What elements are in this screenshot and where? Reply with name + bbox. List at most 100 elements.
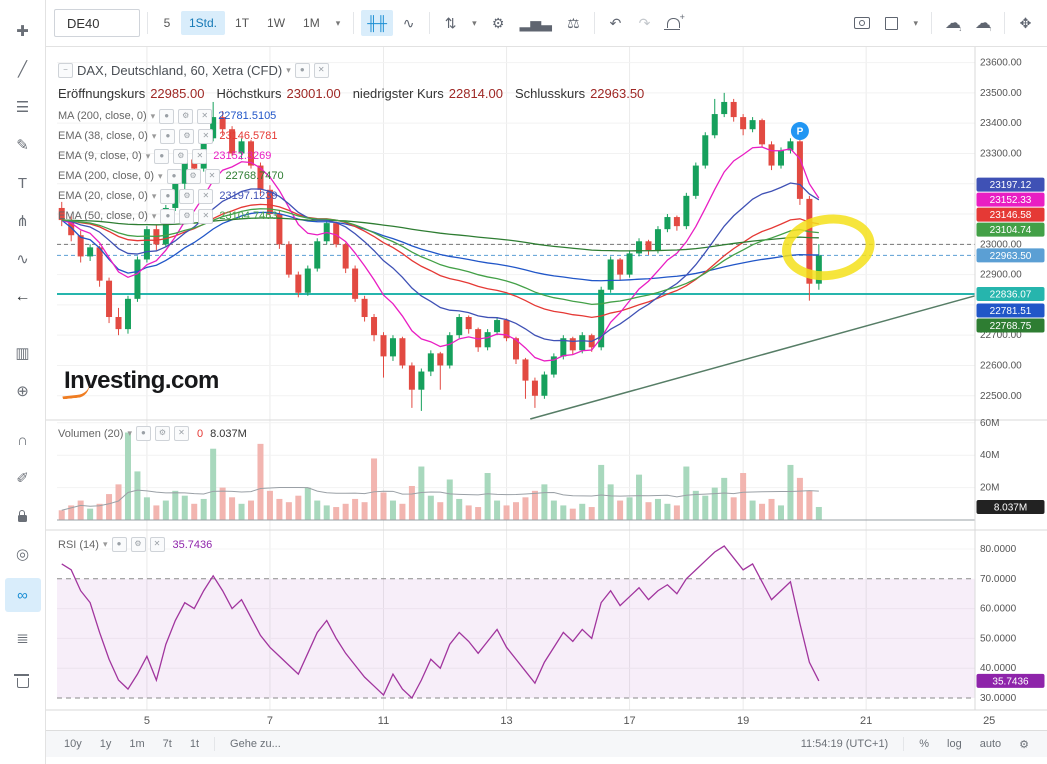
range-1m-button[interactable]: 1m bbox=[121, 734, 152, 754]
volume-legend: Volumen (20) ▾ ● ⚙ ✕ 0 8.037M bbox=[58, 426, 247, 441]
indicator-caret-icon[interactable]: ▾ bbox=[151, 130, 157, 141]
range-1y-button[interactable]: 1y bbox=[92, 734, 120, 754]
title-caret-icon[interactable]: ▾ bbox=[286, 64, 291, 75]
collapse-icon[interactable]: − bbox=[58, 62, 73, 78]
indicator-settings-icon[interactable]: ⚙ bbox=[179, 128, 195, 144]
indicator-caret-icon[interactable]: ▾ bbox=[145, 150, 151, 161]
link-icon[interactable]: ∞ bbox=[4, 578, 41, 612]
title-close-icon[interactable]: ✕ bbox=[313, 62, 329, 78]
indicator-visibility-icon[interactable]: ● bbox=[160, 188, 176, 204]
svg-text:23000.00: 23000.00 bbox=[980, 239, 1022, 250]
main-legend: − DAX, Deutschland, 60, Xetra (CFD) ▾ ● … bbox=[58, 61, 651, 226]
candlestick-chart-type-icon[interactable]: ╫╫ bbox=[361, 10, 394, 36]
line-chart-type-icon[interactable]: ∿ bbox=[395, 10, 422, 36]
wave-glyph: ∿ bbox=[16, 251, 29, 268]
brush-icon[interactable]: ✎ bbox=[5, 128, 41, 162]
indicator-close-icon[interactable]: ✕ bbox=[198, 188, 214, 204]
indicator-settings-icon[interactable]: ⚙ bbox=[173, 148, 189, 164]
trash-icon[interactable] bbox=[5, 664, 41, 698]
volume-close-icon[interactable]: ✕ bbox=[173, 426, 189, 441]
interval-button-1t[interactable]: 1T bbox=[227, 11, 257, 35]
indicator-caret-icon[interactable]: ▾ bbox=[151, 210, 157, 221]
auto-scale-button[interactable]: auto bbox=[972, 734, 1009, 754]
svg-text:5: 5 bbox=[144, 715, 150, 727]
title-visibility-icon[interactable]: ● bbox=[294, 62, 310, 78]
indicator-settings-icon[interactable]: ⚙ bbox=[179, 188, 195, 204]
layers-icon[interactable]: ≣ bbox=[5, 621, 41, 655]
rsi-caret-icon[interactable]: ▾ bbox=[102, 539, 108, 549]
indicator-close-icon[interactable]: ✕ bbox=[192, 148, 208, 164]
lock-icon[interactable] bbox=[5, 499, 41, 533]
volume-visibility-icon[interactable]: ● bbox=[135, 426, 151, 441]
cloud-glyph: ☁ bbox=[945, 15, 961, 32]
indicator-close-icon[interactable]: ✕ bbox=[197, 108, 213, 124]
log-scale-button[interactable]: log bbox=[939, 734, 970, 754]
fib-retracement-icon[interactable]: ☰ bbox=[5, 90, 41, 124]
yellow-highlight-circle bbox=[782, 214, 875, 281]
indicator-close-icon[interactable]: ✕ bbox=[198, 208, 214, 224]
text-glyph: T bbox=[17, 174, 28, 192]
indicator-visibility-icon[interactable]: ● bbox=[160, 208, 176, 224]
goto-button[interactable]: Gehe zu... bbox=[222, 734, 289, 754]
indicator-value: 22768.7470 bbox=[225, 170, 284, 182]
crosshair-icon[interactable]: ✚ bbox=[5, 14, 41, 48]
svg-text:22781.51: 22781.51 bbox=[990, 306, 1032, 317]
indicators-icon[interactable]: ▂▅▃ bbox=[514, 10, 558, 36]
indicator-caret-icon[interactable]: ▾ bbox=[158, 170, 163, 181]
scales-icon[interactable]: ⚖ bbox=[560, 10, 587, 36]
zoom-in-icon[interactable]: ⊕ bbox=[5, 374, 41, 408]
range-10y-button[interactable]: 10y bbox=[56, 734, 90, 754]
upload-arrow-glyph: ↑ bbox=[988, 26, 993, 33]
magnet-icon[interactable]: ∩ bbox=[5, 423, 41, 457]
interval-button-1m[interactable]: 1M bbox=[295, 11, 328, 35]
undo-icon[interactable]: ↶ bbox=[602, 10, 629, 36]
indicator-settings-icon[interactable]: ⚙ bbox=[179, 208, 195, 224]
range-1t-button[interactable]: 1t bbox=[182, 734, 207, 754]
compare-icon[interactable]: ⇅ bbox=[437, 10, 464, 36]
indicator-settings-icon[interactable]: ⚙ bbox=[178, 108, 194, 124]
fullscreen-icon[interactable]: ✥ bbox=[1012, 10, 1039, 36]
indicator-visibility-icon[interactable]: ● bbox=[160, 128, 176, 144]
interval-dropdown-icon[interactable]: ▾ bbox=[330, 10, 347, 36]
interval-button-5min[interactable]: 5 bbox=[155, 11, 179, 35]
interval-button-1std[interactable]: 1Std. bbox=[181, 11, 226, 35]
interval-button-1w[interactable]: 1W bbox=[259, 11, 293, 35]
rsi-settings-icon[interactable]: ⚙ bbox=[130, 537, 146, 552]
overlay-ema-20 bbox=[61, 182, 820, 343]
indicator-close-icon[interactable]: ✕ bbox=[198, 128, 214, 144]
indicator-visibility-icon[interactable]: ● bbox=[154, 148, 170, 164]
svg-text:70.0000: 70.0000 bbox=[980, 574, 1017, 585]
rsi-visibility-icon[interactable]: ● bbox=[111, 537, 127, 552]
arrow-back-icon[interactable]: ← bbox=[5, 280, 41, 314]
indicator-caret-icon[interactable]: ▾ bbox=[151, 190, 157, 201]
cloud-download-icon[interactable]: ☁ ↓ bbox=[939, 10, 967, 36]
compare-dropdown-icon[interactable]: ▾ bbox=[466, 10, 483, 36]
wave-pattern-icon[interactable]: ∿ bbox=[5, 242, 41, 276]
svg-text:23146.58: 23146.58 bbox=[990, 210, 1032, 221]
draw-pencil-icon[interactable]: ✐ bbox=[5, 461, 41, 495]
redo-icon[interactable]: ↷ bbox=[631, 10, 658, 36]
text-tool-icon[interactable]: T bbox=[5, 166, 41, 200]
indicator-settings-icon[interactable]: ⚙ bbox=[185, 168, 201, 184]
rsi-close-icon[interactable]: ✕ bbox=[149, 537, 165, 552]
eye-icon[interactable]: ◎ bbox=[5, 537, 41, 571]
shape-tool-dropdown-icon[interactable]: ▾ bbox=[907, 10, 924, 36]
range-7t-button[interactable]: 7t bbox=[155, 734, 180, 754]
symbol-input[interactable]: DE40 bbox=[54, 9, 140, 37]
pitchfork-icon[interactable]: ⋔ bbox=[5, 204, 41, 238]
volume-settings-icon[interactable]: ⚙ bbox=[154, 426, 170, 441]
gear-icon[interactable]: ⚙ bbox=[485, 10, 512, 36]
camera-icon[interactable] bbox=[848, 10, 876, 36]
axis-settings-gear-icon[interactable]: ⚙ bbox=[1011, 734, 1037, 754]
bar-pattern-icon[interactable]: ▥ bbox=[5, 336, 41, 370]
percent-scale-button[interactable]: % bbox=[911, 734, 937, 754]
volume-caret-icon[interactable]: ▾ bbox=[127, 428, 132, 438]
indicator-caret-icon[interactable]: ▾ bbox=[150, 110, 156, 121]
trendline-icon[interactable]: ╱ bbox=[5, 52, 41, 86]
cloud-upload-icon[interactable]: ☁ ↑ bbox=[969, 10, 997, 36]
indicator-visibility-icon[interactable]: ● bbox=[159, 108, 175, 124]
alert-bell-icon[interactable]: + bbox=[660, 10, 687, 36]
indicator-visibility-icon[interactable]: ● bbox=[166, 168, 182, 184]
shape-tool-icon[interactable] bbox=[878, 10, 905, 36]
indicator-close-icon[interactable]: ✕ bbox=[204, 168, 220, 184]
